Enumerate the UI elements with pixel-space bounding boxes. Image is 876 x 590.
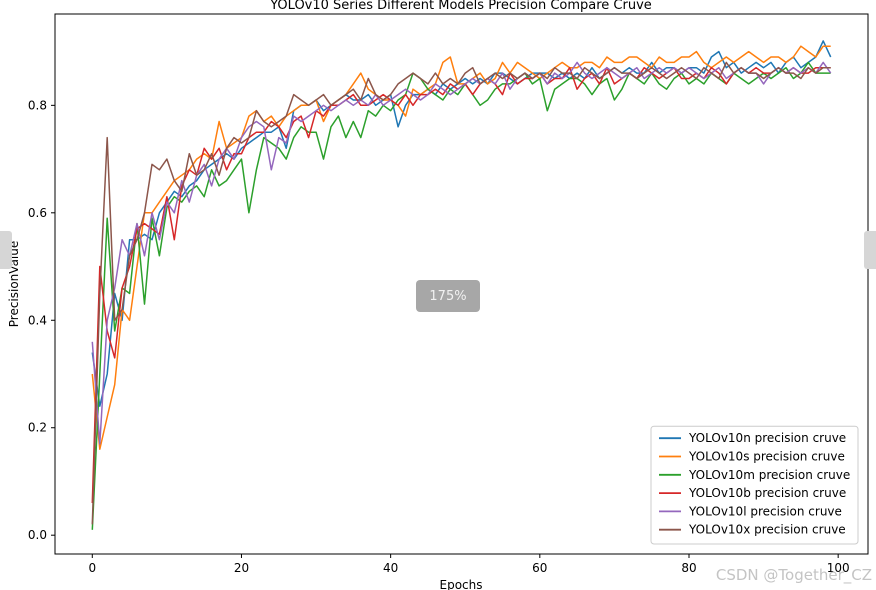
legend: YOLOv10n precision cruve YOLOv10s precisi… [650,425,859,545]
watermark-text: CSDN @Together_CZ [715,566,872,584]
y-tick-label: 0.8 [28,98,47,112]
previous-image-handle[interactable] [0,231,12,269]
plot-area-frame [54,13,869,555]
legend-label-1: YOLOv10s precision cruve [688,450,845,464]
legend-label-4: YOLOv10l precision cruve [688,504,842,518]
legend-label-3: YOLOv10b precision cruve [688,486,846,500]
x-axis-label: Epochs [440,578,483,590]
y-tick-label: 0.4 [28,313,47,327]
axis-layer: 0 20 40 60 80 100 0.0 0.2 0.4 0.6 0.8 [28,98,850,575]
series-line-4 [91,61,832,445]
legend-label-5: YOLOv10x precision cruve [688,523,846,537]
x-tick-label: 80 [681,561,696,575]
y-tick-label: 0.6 [28,206,47,220]
x-tick-label: 60 [532,561,547,575]
x-tick-label: 20 [234,561,249,575]
next-image-handle[interactable] [864,231,876,269]
series-line-5 [91,61,831,525]
chart-title: YOLOv10 Series Different Models Precisio… [269,0,652,13]
series-layer [91,40,832,530]
x-tick-label: 40 [383,561,398,575]
series-line-2 [91,61,831,530]
series-line-1 [91,45,831,450]
legend-label-2: YOLOv10m precision cruve [688,468,850,482]
legend-box [650,425,859,545]
x-tick-label: 100 [827,561,850,575]
y-tick-label: 0.0 [28,528,47,542]
zoom-level-badge: 175% [416,280,480,312]
y-tick-label: 0.2 [28,421,47,435]
legend-label-0: YOLOv10n precision cruve [688,431,846,445]
x-tick-label: 0 [88,561,96,575]
